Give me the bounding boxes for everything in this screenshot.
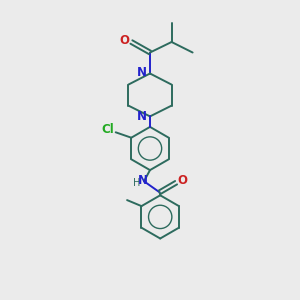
Text: N: N: [136, 66, 147, 80]
Text: O: O: [120, 34, 130, 47]
Text: O: O: [178, 174, 188, 187]
Text: N: N: [136, 110, 147, 124]
Text: Cl: Cl: [101, 123, 114, 136]
Text: N: N: [138, 174, 148, 187]
Text: H: H: [133, 178, 140, 188]
